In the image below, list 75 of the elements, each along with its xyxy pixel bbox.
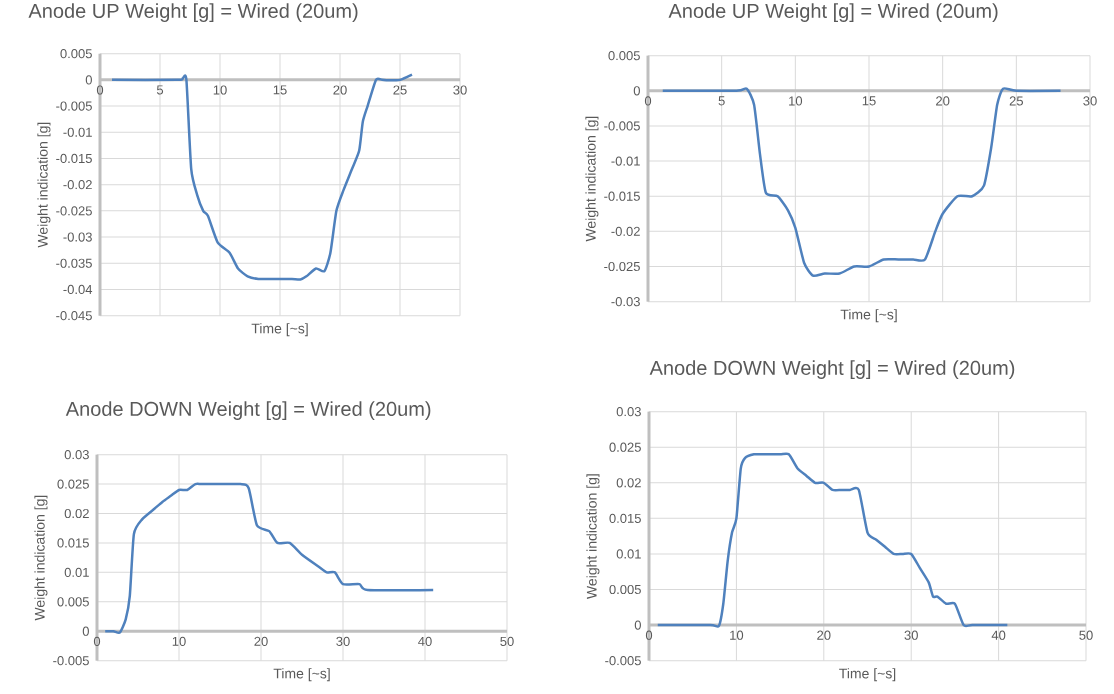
y-axis-title: Weight indication [g]: [37, 122, 51, 248]
y-tick-label: 0.025: [57, 479, 89, 489]
x-axis-title: Time [~s]: [251, 323, 308, 337]
y-tick-label: 0.005: [57, 597, 89, 607]
x-tick-label: 15: [862, 96, 876, 106]
y-tick-label: -0.02: [63, 180, 92, 190]
x-axis-title: Time [~s]: [839, 668, 896, 682]
y-tick-label: -0.005: [56, 101, 92, 111]
x-tick-label: 30: [453, 85, 467, 95]
y-axis-title: Weight indication [g]: [586, 474, 600, 600]
line-series: [103, 482, 435, 634]
y-tick-label: -0.015: [56, 154, 92, 164]
x-tick-label: 0: [93, 636, 101, 647]
x-tick-label: 20: [254, 636, 268, 647]
y-tick-label: 0: [85, 75, 92, 85]
y-tick-label: 0.02: [616, 478, 641, 488]
y-tick-label: -0.04: [63, 285, 93, 295]
x-tick-label: 40: [418, 636, 432, 647]
x-axis-title: Time [~s]: [273, 668, 330, 682]
x-tick-label: 40: [991, 630, 1006, 640]
x-tick-label: 25: [393, 85, 407, 95]
y-tick-label: -0.005: [53, 656, 89, 666]
x-tick-label: 30: [336, 636, 350, 647]
chart-title: Anode DOWN Weight [g] = Wired (20um): [65, 401, 431, 421]
y-axis-title: Weight indication [g]: [585, 116, 599, 242]
x-tick-label: 30: [904, 630, 918, 640]
y-tick-label: -0.03: [611, 297, 640, 307]
y-tick-label: -0.02: [611, 226, 640, 237]
x-tick-label: 10: [730, 630, 744, 640]
chart-title: Anode DOWN Weight [g] = Wired (20um): [649, 360, 1015, 380]
x-tick-label: 10: [213, 85, 227, 95]
line-series: [661, 87, 1062, 278]
y-tick-label: -0.005: [605, 656, 641, 666]
y-tick-label: -0.01: [63, 127, 92, 138]
x-tick-label: 20: [817, 630, 831, 640]
x-tick-label: 30: [1083, 96, 1097, 106]
y-tick-label: 0.03: [64, 450, 89, 460]
y-tick-label: 0.03: [616, 407, 641, 417]
y-tick-label: -0.045: [56, 311, 92, 321]
y-tick-label: 0.015: [609, 513, 641, 524]
y-tick-label: 0.015: [57, 538, 89, 548]
y-tick-label: -0.03: [63, 232, 92, 242]
y-tick-label: -0.015: [604, 191, 640, 201]
y-tick-label: 0.01: [64, 567, 89, 578]
chart-title: Anode UP Weight [g] = Wired (20um): [28, 3, 358, 23]
x-tick-label: 15: [273, 85, 287, 95]
x-tick-label: 20: [936, 96, 950, 106]
line-series: [656, 452, 1009, 628]
y-tick-label: 0.005: [60, 49, 92, 59]
x-tick-label: 5: [156, 85, 164, 95]
y-tick-label: 0.025: [609, 442, 641, 452]
x-tick-label: 10: [172, 636, 186, 647]
x-tick-label: 0: [645, 630, 653, 640]
y-tick-label: 0.01: [616, 549, 641, 559]
x-tick-label: 5: [718, 96, 725, 106]
line-series: [110, 73, 414, 281]
y-tick-label: -0.025: [604, 262, 640, 272]
x-tick-label: 0: [644, 96, 652, 106]
y-tick-label: 0.005: [609, 585, 641, 595]
y-tick-label: -0.025: [56, 206, 92, 216]
y-tick-label: 0: [634, 620, 641, 630]
y-tick-label: -0.035: [56, 258, 92, 269]
y-tick-label: -0.005: [604, 121, 640, 131]
y-tick-label: 0.005: [608, 51, 640, 61]
x-tick-label: 0: [96, 85, 104, 95]
chart-title: Anode UP Weight [g] = Wired (20um): [668, 3, 998, 23]
x-tick-label: 10: [789, 96, 803, 106]
x-tick-label: 25: [1009, 96, 1024, 106]
x-tick-label: 20: [333, 85, 347, 95]
x-axis-title: Time [~s]: [840, 309, 897, 323]
x-tick-label: 50: [500, 636, 514, 647]
y-tick-label: 0.02: [64, 509, 89, 519]
x-tick-label: 50: [1079, 630, 1093, 640]
y-axis-title: Weight indication [g]: [34, 495, 48, 621]
y-tick-label: -0.01: [611, 156, 640, 166]
